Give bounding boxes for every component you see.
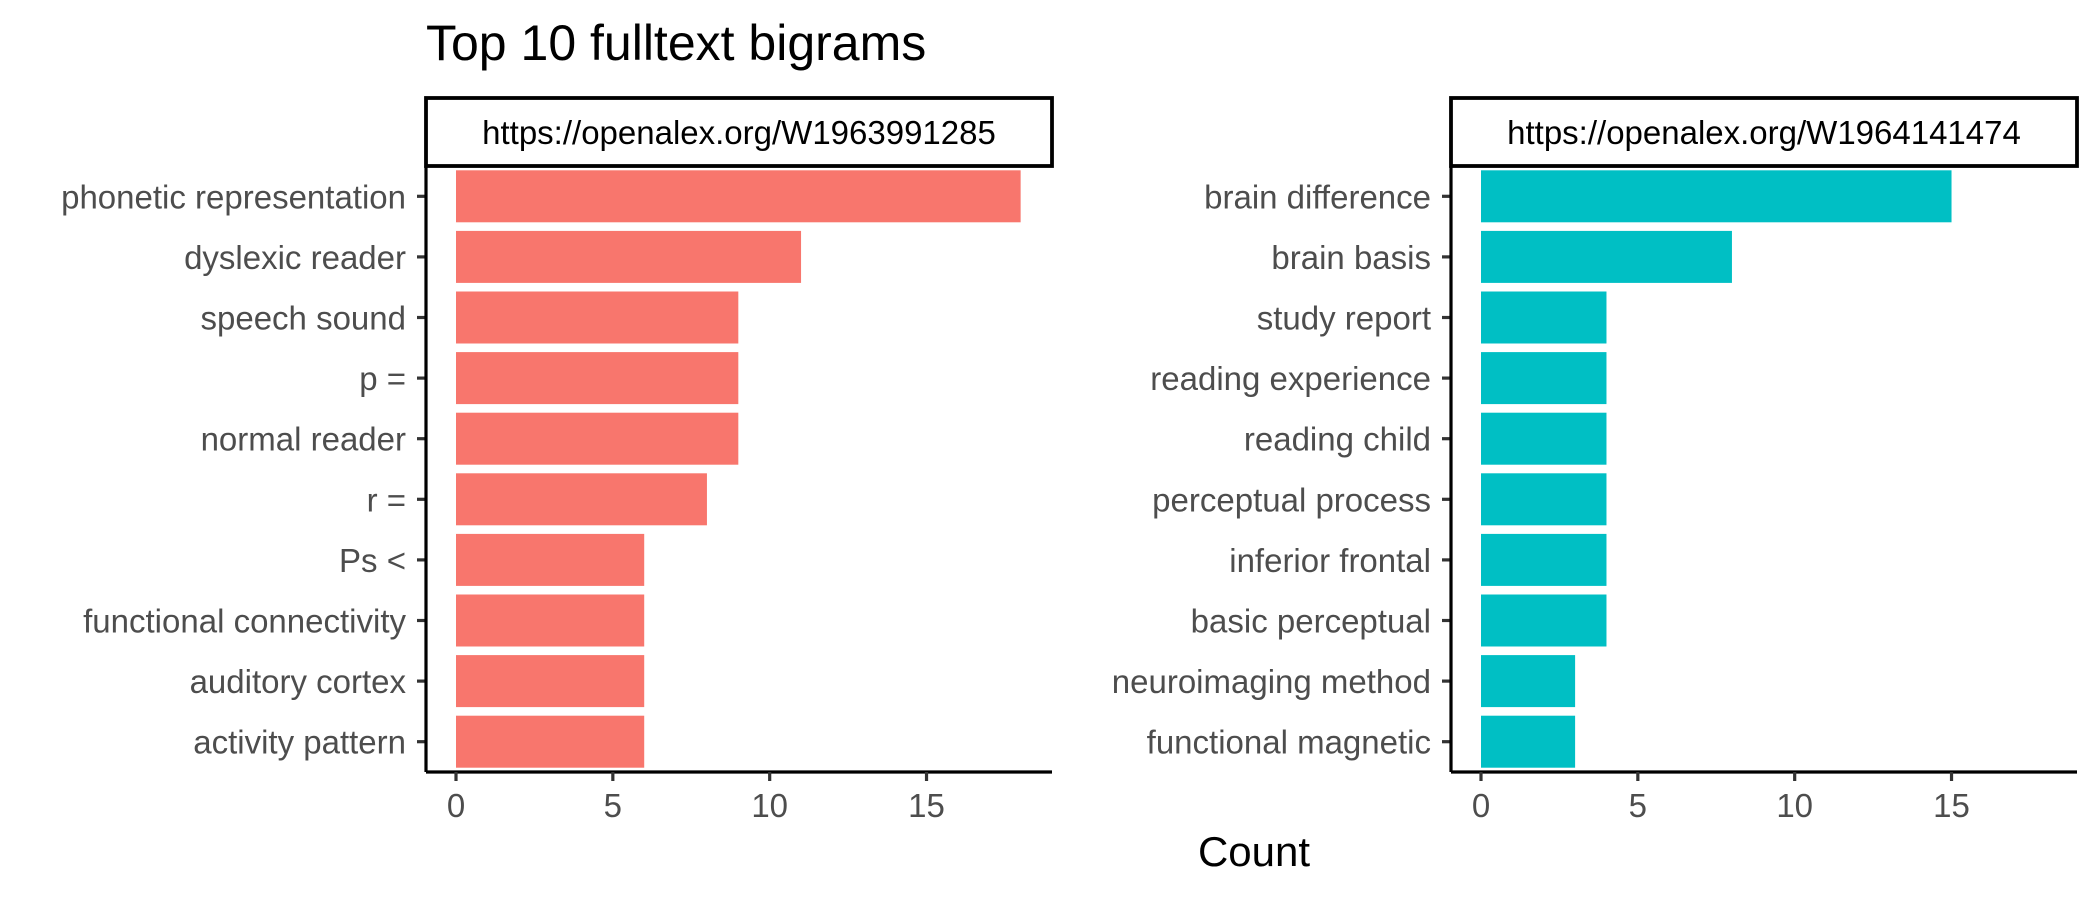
category-label: reading child	[1244, 421, 1431, 458]
category-label: brain difference	[1204, 178, 1431, 215]
x-tick-label: 0	[1472, 787, 1490, 824]
category-label: reading experience	[1150, 360, 1431, 397]
category-label: p =	[359, 360, 406, 397]
bar	[1481, 473, 1607, 526]
facet-strip-box	[424, 96, 1054, 168]
category-label: activity pattern	[193, 724, 406, 761]
category-label: basic perceptual	[1191, 603, 1431, 640]
bar	[1481, 230, 1732, 283]
bar	[1481, 170, 1952, 223]
bar	[1481, 715, 1576, 768]
category-label: normal reader	[201, 421, 406, 458]
x-tick-label: 10	[751, 787, 788, 824]
bar	[1481, 291, 1607, 344]
category-label: neuroimaging method	[1112, 663, 1431, 700]
bar	[456, 655, 645, 708]
facet-strip-label: https://openalex.org/W1964141474	[1507, 114, 2021, 151]
category-label: phonetic representation	[61, 178, 406, 215]
bar	[1481, 412, 1607, 465]
category-label: dyslexic reader	[184, 239, 406, 276]
category-label: Ps <	[339, 542, 406, 579]
category-label: perceptual process	[1152, 481, 1431, 518]
bar	[456, 533, 645, 586]
category-label: r =	[367, 481, 406, 518]
panel-2: https://openalex.org/W1964141474 brain di…	[1112, 96, 2079, 824]
bar	[456, 412, 739, 465]
bar	[456, 352, 739, 405]
chart-title: Top 10 fulltext bigrams	[426, 15, 926, 71]
category-label: auditory cortex	[190, 663, 407, 700]
panels-layer: https://openalex.org/W1963991285 phonetic…	[61, 96, 2079, 824]
x-tick-label: 15	[1933, 787, 1970, 824]
bar	[456, 715, 645, 768]
x-tick-label: 15	[908, 787, 945, 824]
bar	[456, 170, 1021, 223]
category-label: speech sound	[201, 300, 407, 337]
category-label: inferior frontal	[1229, 542, 1431, 579]
facet-strip-label: https://openalex.org/W1963991285	[482, 114, 996, 151]
bar	[1481, 594, 1607, 647]
bar	[1481, 655, 1576, 708]
x-tick-label: 0	[447, 787, 465, 824]
bar	[456, 473, 707, 526]
bar	[456, 291, 739, 344]
bar	[1481, 533, 1607, 586]
panel-1: https://openalex.org/W1963991285 phonetic…	[61, 96, 1054, 824]
x-tick-label: 5	[1629, 787, 1647, 824]
bar	[456, 594, 645, 647]
category-label: brain basis	[1271, 239, 1431, 276]
category-label: functional connectivity	[83, 603, 406, 640]
x-tick-label: 5	[604, 787, 622, 824]
category-label: functional magnetic	[1147, 724, 1431, 761]
x-tick-label: 10	[1776, 787, 1813, 824]
x-axis-title: Count	[1198, 828, 1310, 875]
category-label: study report	[1257, 300, 1431, 337]
facet-strip-box	[1449, 96, 2079, 168]
bar	[1481, 352, 1607, 405]
bar	[456, 230, 802, 283]
